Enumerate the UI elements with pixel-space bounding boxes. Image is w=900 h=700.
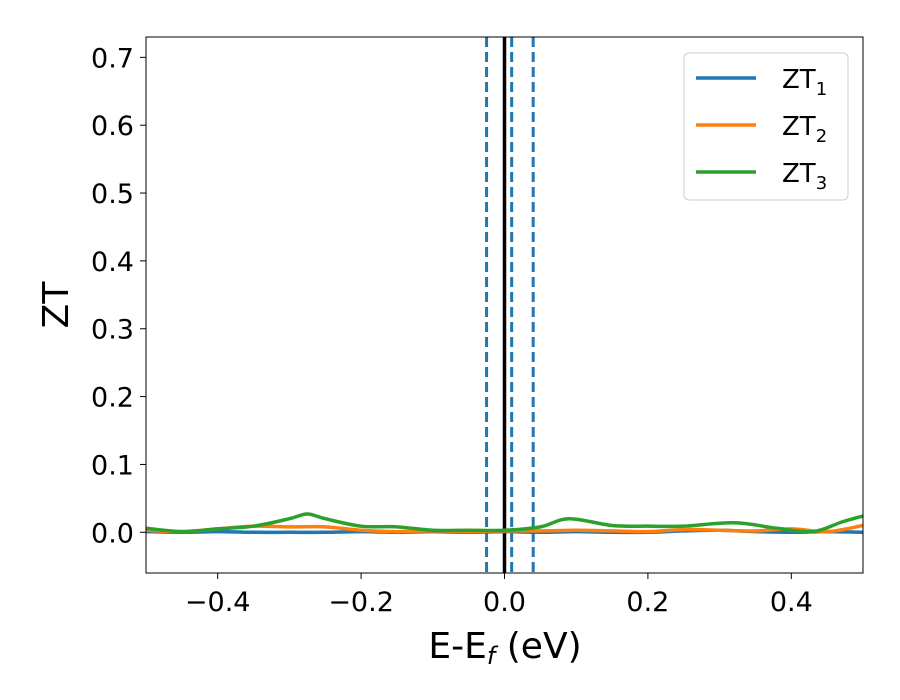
x-tick-label: 0.0 [483,587,526,618]
x-axis: −0.4 −0.2 0.0 0.2 0.4 [185,573,813,618]
x-tick-label: 0.4 [770,587,813,618]
y-tick-label: 0.2 [91,383,134,414]
x-axis-title-unit: (eV) [495,626,581,667]
y-tick-label: 0.4 [91,247,134,278]
legend-label-zt3: ZT3 [782,159,827,194]
x-axis-title-main: E-E [428,626,486,667]
legend-label-zt1: ZT1 [782,65,827,100]
legend-label-zt2: ZT2 [782,112,827,147]
reference-lines [485,37,535,573]
y-tick-label: 0.3 [91,315,134,346]
x-axis-title: E-Ef (eV) [428,626,581,670]
x-tick-label: −0.4 [185,587,251,618]
series-layer [146,512,863,535]
y-tick-label: 0.5 [91,179,134,210]
series-line-zt3 [146,512,863,534]
y-tick-label: 0.7 [91,43,134,74]
x-tick-label: 0.2 [626,587,669,618]
legend: ZT1 ZT2 ZT3 [683,52,849,201]
y-axis: 0.0 0.1 0.2 0.3 0.4 0.5 0.6 0.7 [91,43,146,549]
y-axis-title: ZT [36,281,77,329]
x-tick-label: −0.2 [328,587,394,618]
y-tick-label: 0.0 [91,518,134,549]
y-tick-label: 0.6 [91,111,134,142]
y-tick-label: 0.1 [91,450,134,481]
legend-frame [683,52,849,201]
